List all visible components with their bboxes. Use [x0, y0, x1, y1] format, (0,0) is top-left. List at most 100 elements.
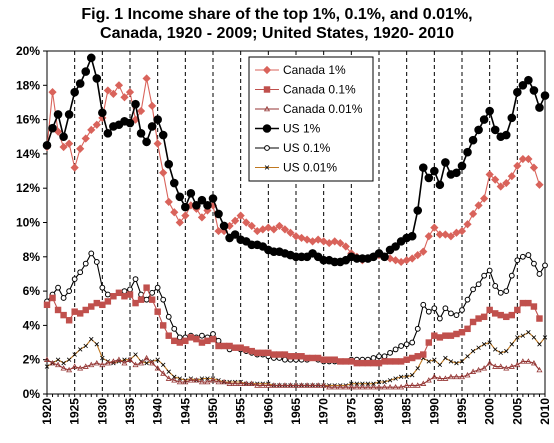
point: [486, 306, 493, 314]
point: [382, 379, 387, 385]
point: [387, 349, 393, 356]
point: [392, 346, 399, 353]
tick-label-x: 1980: [372, 398, 386, 425]
point: [409, 382, 416, 388]
point: [176, 378, 183, 385]
point: [426, 359, 432, 364]
point: [303, 354, 311, 362]
tick-label-y: 0%: [23, 387, 41, 401]
point: [507, 113, 517, 123]
point: [486, 267, 493, 274]
point: [502, 178, 511, 188]
point: [72, 352, 77, 357]
point: [86, 53, 96, 63]
point: [94, 342, 100, 347]
tick-label-x: 1965: [289, 398, 303, 425]
point: [59, 132, 68, 142]
point: [540, 91, 550, 100]
tick-label-x: 2000: [483, 398, 497, 425]
point: [453, 312, 460, 319]
point: [280, 225, 290, 234]
point: [403, 341, 410, 348]
point: [359, 383, 366, 390]
tick-label-x: 1995: [455, 398, 469, 425]
point: [348, 383, 355, 390]
point: [391, 242, 400, 251]
point: [537, 342, 542, 347]
point: [408, 354, 416, 362]
point: [131, 99, 140, 109]
tick-label-x: 1990: [427, 398, 441, 425]
point: [137, 296, 145, 303]
tick-label-x: 1985: [400, 398, 414, 425]
point: [115, 356, 122, 362]
point: [160, 370, 167, 376]
series-canada-0-1-: [43, 284, 543, 367]
point: [409, 372, 415, 378]
tick-label-y: 8%: [23, 250, 41, 264]
tick-label-x: 1955: [234, 398, 248, 425]
point: [430, 166, 439, 176]
point: [398, 374, 404, 380]
point: [414, 382, 421, 388]
point: [230, 230, 240, 239]
point: [476, 345, 481, 350]
point: [148, 296, 156, 303]
chart-title-line-1: Fig. 1 Income share of the top 1%, 0.1%,…: [81, 6, 473, 23]
point: [485, 106, 494, 116]
point: [353, 383, 360, 390]
point: [453, 330, 460, 338]
point: [60, 295, 67, 301]
tick-label-x: 1925: [68, 398, 82, 425]
point: [125, 88, 135, 97]
tick-label-x: 1930: [95, 398, 109, 425]
tick-label-y: 14%: [16, 147, 40, 161]
point: [142, 137, 151, 147]
point: [503, 365, 510, 371]
point: [281, 382, 288, 388]
point: [413, 206, 423, 215]
point: [49, 359, 56, 366]
point: [398, 383, 405, 390]
point: [470, 348, 476, 354]
point: [409, 339, 416, 346]
point: [514, 306, 521, 314]
point: [474, 125, 483, 135]
point: [153, 115, 162, 124]
point: [436, 315, 443, 322]
point: [518, 154, 527, 164]
tick-label-x: 1945: [178, 398, 192, 425]
series-canada-0-01-: [43, 354, 543, 390]
point: [164, 159, 174, 169]
point: [446, 232, 456, 241]
point: [519, 253, 526, 260]
point: [264, 145, 270, 151]
point: [454, 360, 459, 366]
point: [121, 293, 128, 300]
point: [136, 129, 146, 138]
point: [508, 311, 516, 319]
point: [475, 281, 482, 288]
point: [519, 299, 527, 307]
point: [59, 142, 68, 152]
point: [237, 380, 244, 386]
point: [447, 332, 455, 339]
point: [425, 339, 433, 346]
point: [99, 361, 106, 368]
point: [457, 226, 467, 236]
point: [337, 383, 344, 390]
point: [331, 356, 338, 363]
point: [458, 329, 466, 336]
point: [242, 346, 250, 353]
point: [232, 380, 239, 386]
point: [529, 163, 539, 172]
point: [459, 359, 465, 364]
tick-label-x: 2010: [538, 398, 552, 425]
point: [88, 303, 95, 310]
point: [492, 347, 498, 352]
legend-label: Canada 0.01%: [283, 102, 363, 116]
point: [420, 351, 427, 358]
point: [480, 194, 489, 203]
point: [530, 359, 537, 366]
point: [71, 308, 78, 315]
